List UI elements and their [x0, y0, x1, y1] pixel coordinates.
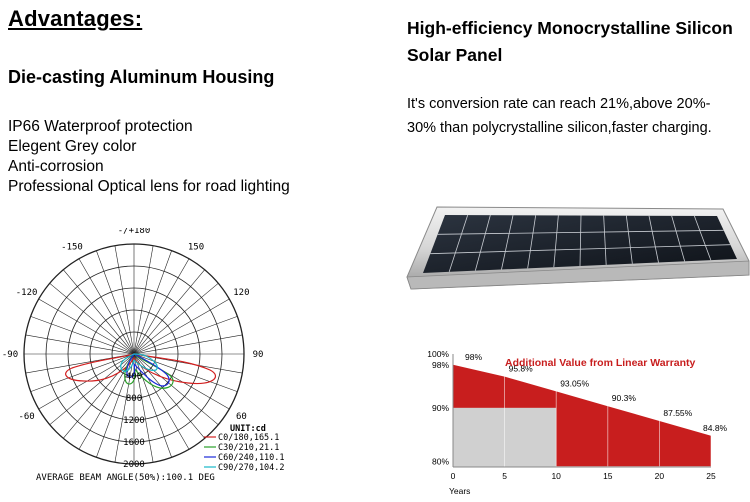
- cell-divider: [430, 244, 731, 255]
- warranty-data-label: 98%: [465, 352, 482, 362]
- polar-radial-label: 800: [126, 394, 142, 404]
- cell-divider: [553, 215, 559, 268]
- panel-desc-line: It's conversion rate can reach 21%,above…: [407, 96, 711, 112]
- cell-divider: [625, 215, 633, 264]
- polar-angle-label: 120: [233, 288, 249, 298]
- solar-panel-image: [406, 206, 750, 290]
- warranty-x-tick: 15: [603, 471, 613, 481]
- cell-divider: [437, 229, 724, 235]
- cell-divider: [527, 215, 537, 269]
- polar-light-distribution-diagram: -/+180 -150 150 -120 120 -90 90 -60 60 400 800 1200…: [2, 228, 285, 483]
- cell-divider: [474, 215, 491, 271]
- cell-divider: [501, 215, 514, 270]
- legend-label: C90/270,104.2: [218, 463, 285, 473]
- polar-labels: -/+180 -150 150 -120 120 -90 90 -60 60 400 800 1200…: [2, 228, 264, 470]
- warranty-data-label: 84.8%: [703, 423, 728, 433]
- warranty-y-tick: 80%: [432, 457, 449, 467]
- panel-title: High-efficiency Monocrystalline Silicon …: [407, 15, 733, 69]
- polar-angle-label: -60: [18, 412, 34, 422]
- feature-item: Elegent Grey color: [8, 138, 137, 155]
- warranty-data-label: 95.8%: [509, 364, 534, 374]
- polar-radial-label: 1600: [123, 438, 145, 448]
- panel-title-line: High-efficiency Monocrystalline Silicon: [407, 18, 733, 38]
- polar-angle-label: -150: [61, 243, 83, 253]
- warranty-y-tick: 100%: [427, 349, 449, 359]
- warranty-x-label: Years: [449, 486, 470, 495]
- advantages-heading: Advantages:: [8, 6, 143, 31]
- housing-features: IP66 Waterproof protection Elegent Grey …: [8, 117, 290, 197]
- warranty-y-tick: 98%: [432, 360, 449, 370]
- panel-edge: [406, 260, 750, 290]
- polar-angle-label: -120: [16, 288, 38, 298]
- warranty-chart: 100%98%90%80% 98%95.8%93.05%90.3%87.55%8…: [427, 349, 728, 495]
- warranty-data-labels: 98% 95.8% 93.05% 90.3% 87.55% 84.8%: [465, 352, 728, 433]
- polar-angle-label: 150: [188, 243, 204, 253]
- cell-divider: [693, 215, 712, 261]
- warranty-x-tick: 20: [655, 471, 665, 481]
- polar-unit: UNIT:cd: [230, 424, 266, 434]
- warranty-title: Additional Value from Linear Warranty: [505, 357, 696, 369]
- polar-angle-label: -/+180: [118, 228, 151, 236]
- warranty-grid: [452, 354, 712, 470]
- curve-c60-240: [126, 353, 170, 387]
- housing-title: Die-casting Aluminum Housing: [8, 67, 275, 87]
- warranty-y-ticks: 100%98% 90% 80%: [427, 349, 449, 467]
- cell-divider: [671, 215, 686, 262]
- warranty-x-tick: 10: [551, 471, 561, 481]
- warranty-x-tick: 5: [502, 471, 507, 481]
- cell-divider: [579, 215, 582, 267]
- cell-divider: [448, 214, 469, 272]
- panel-gridlines: [430, 214, 731, 272]
- warranty-x-ticks: 0 5 10 15 20 25: [451, 471, 716, 481]
- warranty-data-label: 87.55%: [663, 408, 692, 418]
- panel-description: It's conversion rate can reach 21%,above…: [407, 92, 712, 140]
- curve-c90-270: [120, 353, 158, 372]
- warranty-data-label: 93.05%: [560, 378, 589, 388]
- curve-c0-180: [65, 353, 216, 385]
- feature-item: IP66 Waterproof protection: [8, 118, 193, 135]
- polar-angle-label: 90: [253, 350, 264, 360]
- warranty-x-tick: 25: [706, 471, 716, 481]
- cell-divider: [648, 215, 659, 263]
- polar-legend: C0/180,165.1C30/210,21.1C60/240,110.1C90…: [204, 433, 285, 473]
- legend-label: C30/210,21.1: [218, 443, 279, 453]
- feature-item: Professional Optical lens for road light…: [8, 178, 290, 195]
- polar-radial-label: 1200: [123, 416, 145, 426]
- legend-label: C60/240,110.1: [218, 453, 285, 463]
- panel-title-line: Solar Panel: [407, 45, 503, 65]
- legend-label: C0/180,165.1: [218, 433, 279, 443]
- polar-curves: [65, 353, 216, 389]
- panel-desc-line: 30% than polycrystalline silicon,faster …: [407, 120, 712, 136]
- cell-divider: [603, 215, 607, 265]
- warranty-y-tick: 90%: [432, 403, 449, 413]
- panel-cells: [423, 215, 737, 273]
- warranty-x-tick: 0: [451, 471, 456, 481]
- warranty-data-label: 90.3%: [612, 393, 637, 403]
- polar-radial-label: 400: [126, 372, 142, 382]
- polar-radial-label: 2000: [123, 460, 145, 470]
- beam-angle-text: AVERAGE BEAM ANGLE(50%):100.1 DEG: [36, 473, 215, 483]
- polar-angle-label: -90: [2, 350, 18, 360]
- polar-angle-label: 60: [236, 412, 247, 422]
- feature-item: Anti-corrosion: [8, 158, 104, 175]
